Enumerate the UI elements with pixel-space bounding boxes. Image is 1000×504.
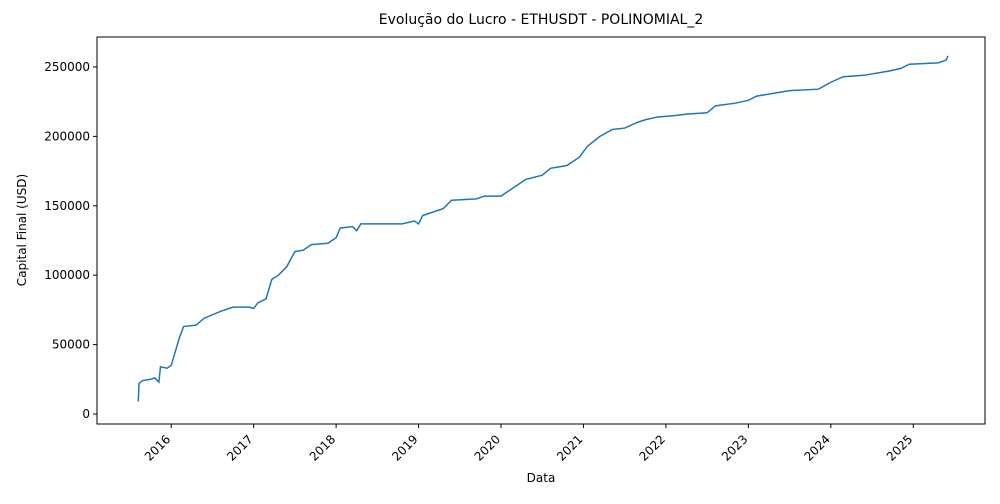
data-line [137,55,949,402]
y-tick-label: 150000 [44,199,90,213]
y-tick-label: 50000 [52,338,90,352]
axes-frame [96,36,986,425]
y-tick-label: 250000 [44,60,90,74]
y-tick-label: 100000 [44,268,90,282]
y-tick-label: 200000 [44,129,90,143]
x-axis-label: Data [527,471,556,485]
y-tick-label: 0 [82,407,90,421]
chart-title: Evolução do Lucro - ETHUSDT - POLINOMIAL… [379,12,703,28]
y-axis-label: Capital Final (USD) [15,174,29,286]
